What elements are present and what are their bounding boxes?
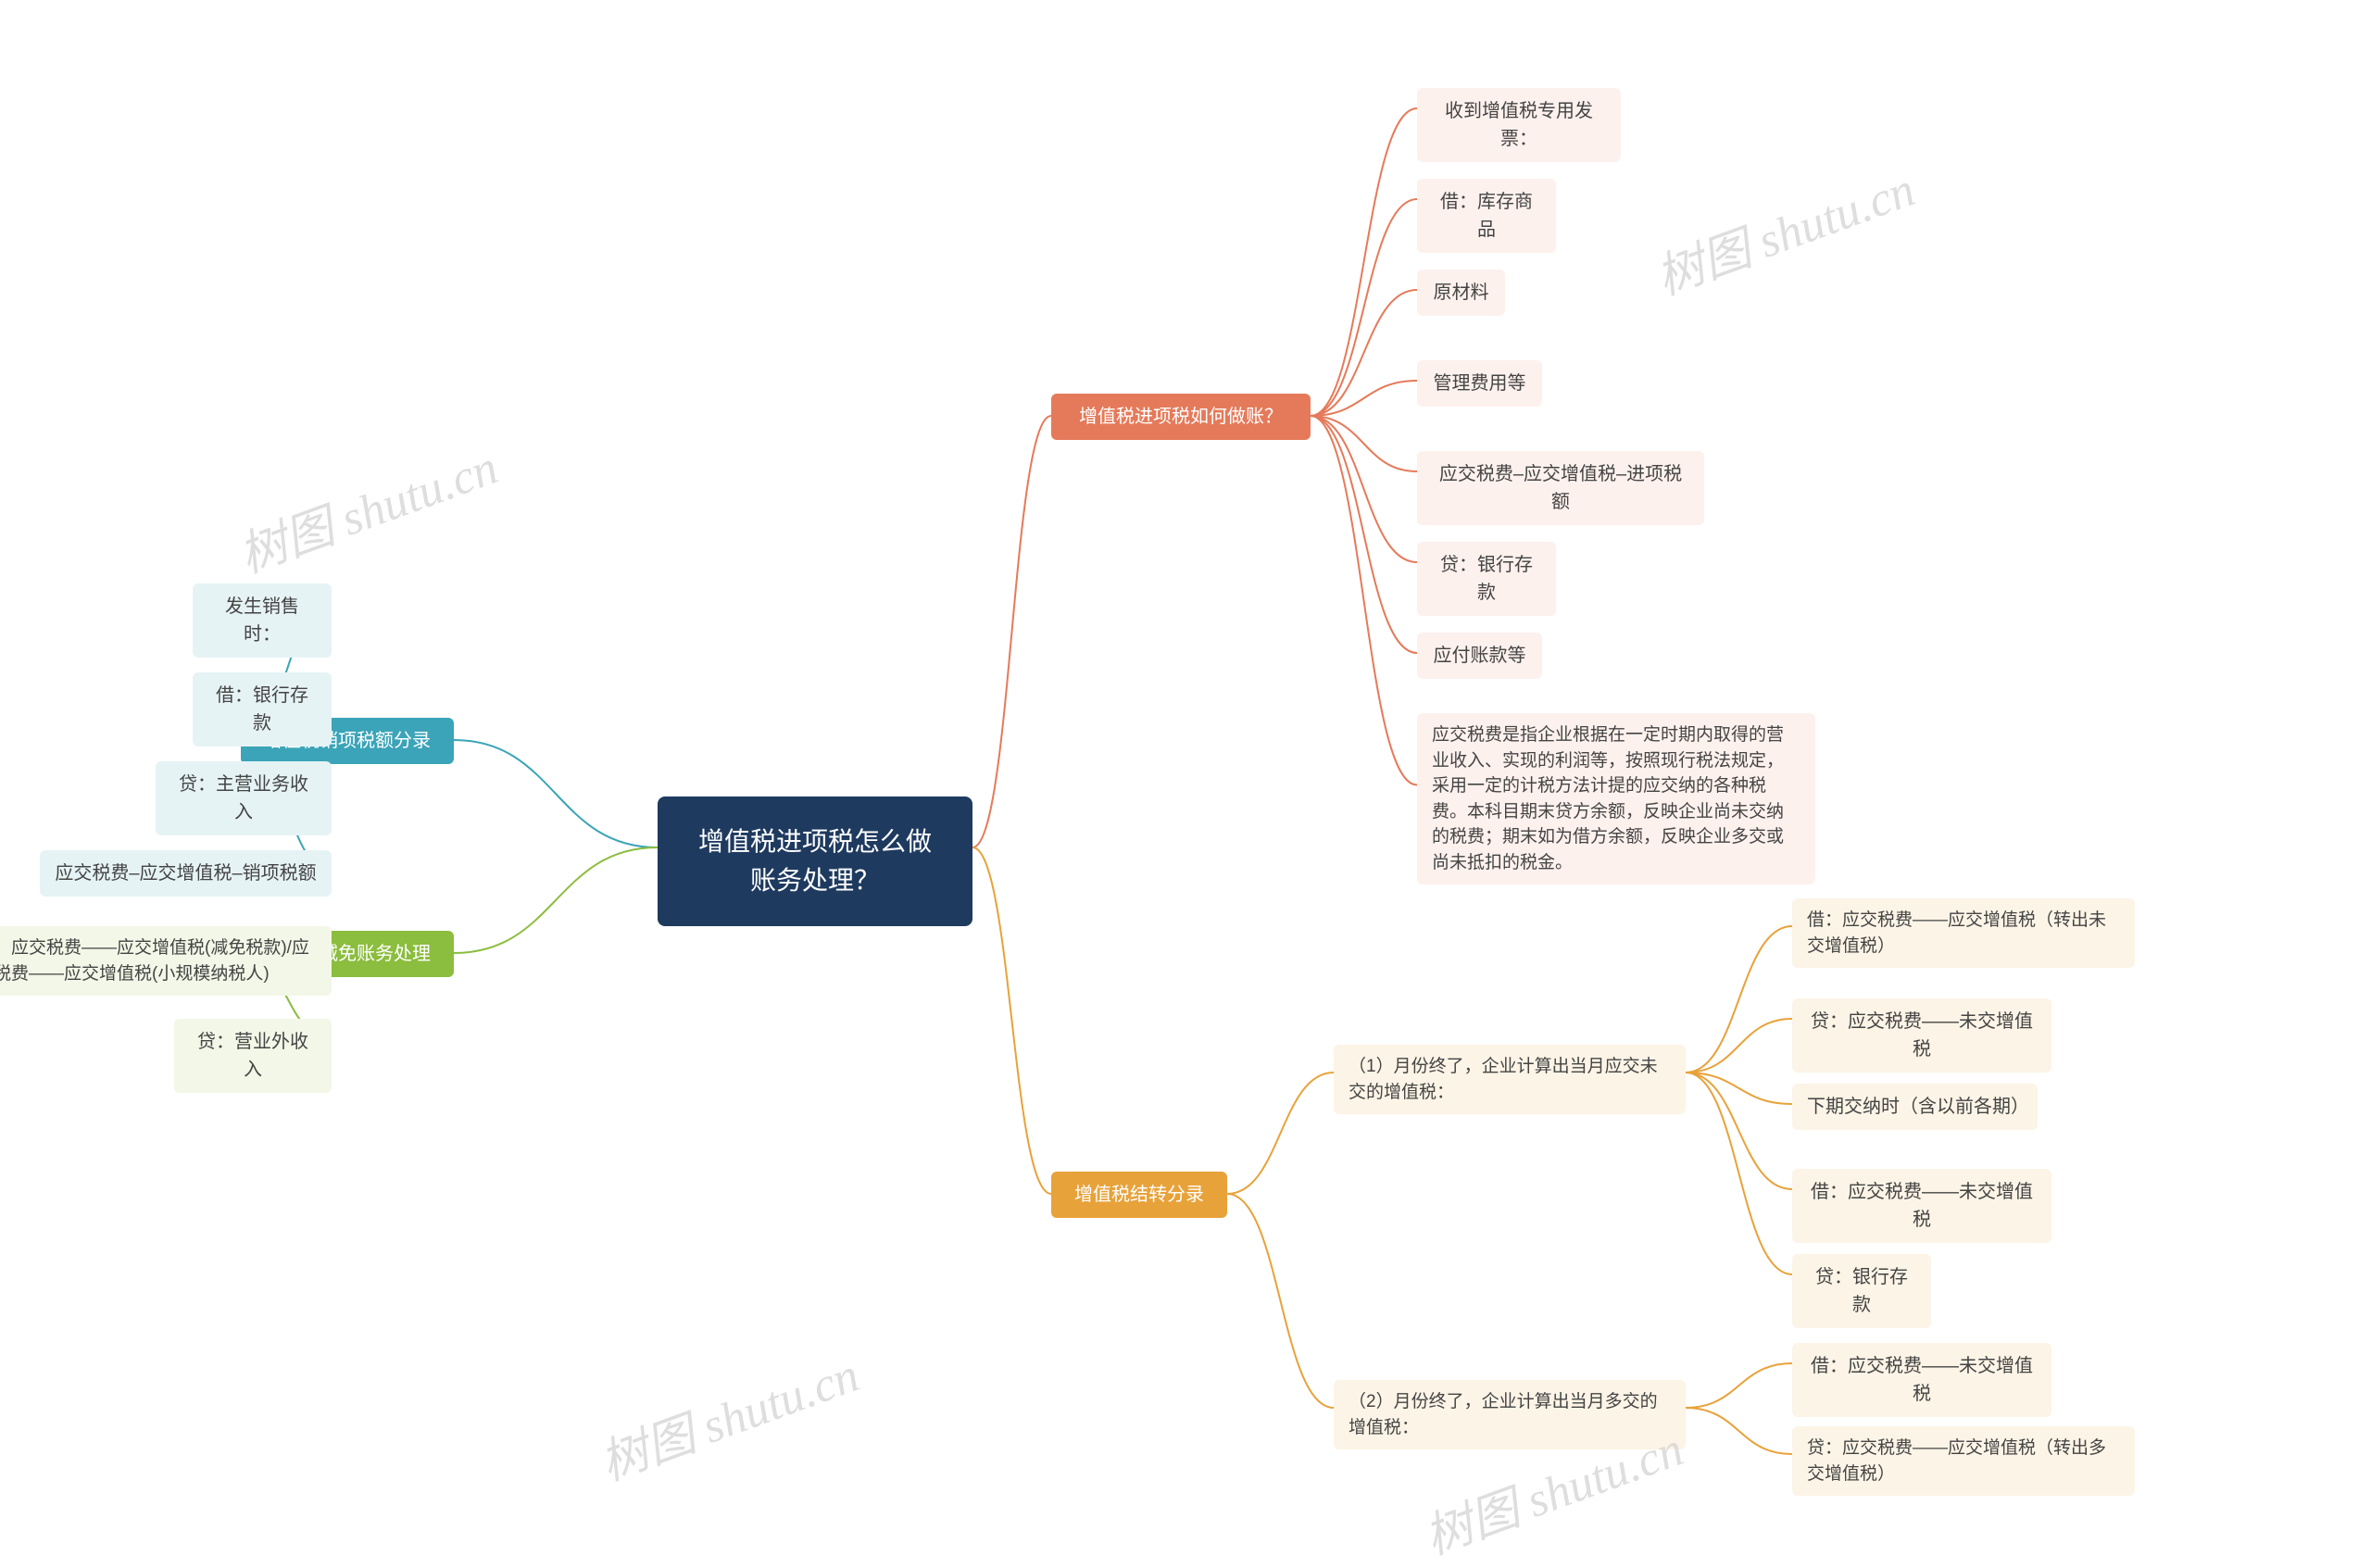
node-label: （1）月份终了，企业计算出当月应交未交的增值税： (1349, 1054, 1671, 1105)
leaf-node: 管理费用等 (1417, 360, 1542, 407)
node-label: 收到增值税专用发票： (1432, 97, 1606, 153)
node-label: 贷：应交税费——应交增值税（转出多交增值税） (1807, 1436, 2120, 1486)
leaf-node: 贷：银行存款 (1792, 1254, 1931, 1328)
node-label: 原材料 (1434, 279, 1489, 307)
center-node: 增值税进项税怎么做账务处理？ (658, 797, 972, 926)
watermark: 树图 shutu.cn (589, 1336, 867, 1493)
node-label: 贷：应交税费——未交增值税 (1807, 1008, 2037, 1063)
leaf-node: 贷：应交税费——未交增值税 (1792, 998, 2051, 1073)
leaf-node: 借：应交税费——应交增值税(减免税款)/应交税费——应交增值税(小规模纳税人) (0, 926, 332, 996)
leaf-node: 应付账款等 (1417, 633, 1542, 679)
node-label: 应交税费–应交增值税–进项税额 (1432, 460, 1689, 516)
node-label: 增值税进项税怎么做账务处理？ (691, 822, 939, 900)
leaf-node: 应交税费–应交增值税–销项税额 (40, 850, 332, 897)
leaf-node: 借：应交税费——应交增值税（转出未交增值税） (1792, 898, 2135, 968)
branch-r2: 增值税结转分录 (1051, 1172, 1227, 1218)
leaf-node: 应交税费是指企业根据在一定时期内取得的营业收入、实现的利润等，按照现行税法规定，… (1417, 713, 1815, 884)
node-label: 贷：银行存款 (1807, 1263, 1916, 1319)
connector-layer (0, 0, 2371, 1544)
node-label: 增值税进项税如何做账？ (1079, 403, 1283, 431)
node-label: 贷：主营业务收入 (170, 771, 317, 826)
leaf-node: 贷：银行存款 (1417, 542, 1556, 616)
node-label: 借：库存商品 (1432, 188, 1541, 244)
leaf-node: 收到增值税专用发票： (1417, 88, 1621, 162)
node-label: 应付账款等 (1434, 642, 1526, 670)
node-label: 借：应交税费——应交增值税(减免税款)/应交税费——应交增值税(小规模纳税人) (0, 935, 317, 986)
leaf-node: 原材料 (1417, 270, 1505, 316)
node-label: （2）月份终了，企业计算出当月多交的增值税： (1349, 1389, 1671, 1440)
watermark: 树图 shutu.cn (228, 428, 506, 585)
node-label: 贷：银行存款 (1432, 551, 1541, 607)
leaf-node: （1）月份终了，企业计算出当月应交未交的增值税： (1334, 1045, 1686, 1114)
node-label: 增值税结转分录 (1074, 1181, 1204, 1209)
leaf-node: 发生销售时： (193, 583, 332, 658)
leaf-node: 借：库存商品 (1417, 179, 1556, 253)
leaf-node: 应交税费–应交增值税–进项税额 (1417, 451, 1704, 525)
node-label: 应交税费是指企业根据在一定时期内取得的营业收入、实现的利润等，按照现行税法规定，… (1432, 722, 1800, 875)
node-label: 管理费用等 (1434, 370, 1526, 397)
leaf-node: 借：应交税费——未交增值税 (1792, 1169, 2051, 1243)
branch-r1: 增值税进项税如何做账？ (1051, 394, 1311, 440)
node-label: 贷：营业外收入 (189, 1028, 317, 1084)
leaf-node: 贷：营业外收入 (174, 1019, 332, 1093)
leaf-node: 贷：主营业务收入 (156, 761, 332, 835)
watermark: 树图 shutu.cn (1645, 150, 1923, 307)
leaf-node: 借：应交税费——未交增值税 (1792, 1343, 2051, 1417)
node-label: 借：应交税费——未交增值税 (1807, 1352, 2037, 1408)
leaf-node: 借：银行存款 (193, 672, 332, 746)
node-label: 下期交纳时（含以前各期） (1807, 1093, 2023, 1121)
node-label: 发生销售时： (207, 593, 317, 648)
leaf-node: 贷：应交税费——应交增值税（转出多交增值税） (1792, 1426, 2135, 1496)
node-label: 借：应交税费——未交增值税 (1807, 1178, 2037, 1234)
leaf-node: （2）月份终了，企业计算出当月多交的增值税： (1334, 1380, 1686, 1449)
node-label: 借：银行存款 (207, 682, 317, 737)
node-label: 借：应交税费——应交增值税（转出未交增值税） (1807, 908, 2120, 959)
node-label: 应交税费–应交增值税–销项税额 (55, 859, 316, 887)
leaf-node: 下期交纳时（含以前各期） (1792, 1084, 2038, 1130)
